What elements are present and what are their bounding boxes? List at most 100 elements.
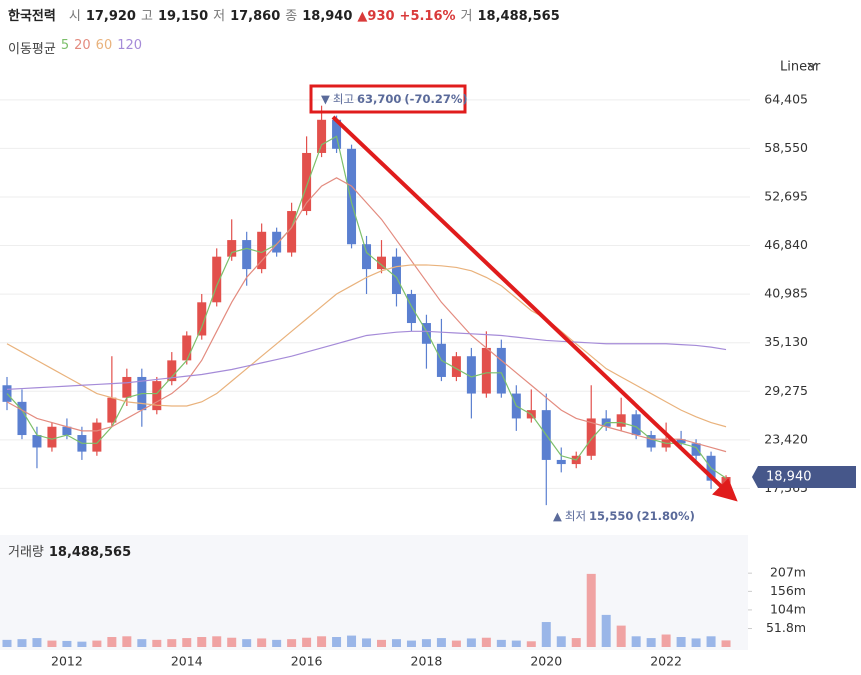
candle-body (676, 439, 686, 444)
trend-arrow (331, 115, 726, 491)
candle-body (107, 397, 117, 423)
candle-body (227, 240, 237, 257)
x-tick-label: 2018 (411, 654, 443, 669)
candle-body (257, 231, 267, 270)
volume-bar (646, 638, 656, 647)
x-tick-label: 2020 (530, 654, 562, 669)
annotation-value: 15,550 (589, 509, 633, 523)
ma-line (6, 177, 727, 453)
candle-body (406, 294, 416, 324)
x-tick-label: 2016 (291, 654, 323, 669)
candle-body (556, 459, 566, 465)
candle-body (391, 256, 401, 294)
volume-bar (212, 636, 222, 647)
close-label: 종 (285, 9, 298, 24)
volume-bar (541, 622, 551, 647)
candle-body (466, 356, 476, 394)
annotation-change: (-70.27%) (404, 92, 467, 106)
candle-body (646, 435, 656, 448)
candle-body (586, 418, 596, 456)
volume-bar (32, 638, 42, 647)
volume-bar (451, 640, 461, 647)
annotation-marker: ▼ (321, 92, 330, 106)
volume-bar (661, 634, 671, 647)
volume-bar (302, 637, 312, 647)
candle-body (362, 244, 372, 270)
candle-body (92, 422, 102, 452)
candle-body (631, 414, 641, 436)
volume-bar (47, 640, 57, 647)
y-tick-label: 46,840 (764, 237, 808, 252)
y-tick-label: 156m (770, 583, 806, 598)
candle-body (481, 347, 491, 394)
volume-bar (272, 639, 282, 647)
volume-bar (586, 573, 596, 647)
candle-body (691, 443, 701, 456)
candle-body (167, 360, 177, 382)
volume-total: 18,488,565 (49, 545, 131, 560)
annotation-label: 최저 (565, 509, 586, 523)
y-tick-label: 64,405 (764, 91, 808, 106)
candle-body (616, 414, 626, 427)
volume-bar (496, 639, 506, 647)
legend-title: 이동평균 (8, 42, 56, 57)
volume-bar (362, 638, 372, 647)
volume-title: 거래량 18,488,565 (8, 545, 131, 560)
change-pct: +5.16% (399, 9, 456, 24)
volume-bar (137, 639, 147, 647)
volume-bar (616, 625, 626, 647)
last-price-label: 18,940 (766, 470, 812, 485)
volume-bar (122, 636, 132, 647)
high-value: 19,150 (157, 9, 209, 24)
change: ▲930 (357, 9, 395, 24)
candle-body (242, 240, 252, 270)
volume-bar (77, 641, 87, 647)
volume-bar (721, 640, 731, 647)
volume-bar (377, 639, 386, 647)
ma-legend: 이동평균 5 20 60 120 (8, 38, 142, 57)
candle-body (496, 347, 506, 394)
candle-body (332, 119, 342, 149)
low-annotation: ▲ 최저 15,550 (21.80%) (553, 509, 695, 523)
volume-bar (691, 638, 701, 647)
volume-bar (152, 639, 162, 647)
volume-bar (556, 636, 566, 647)
candle-body (47, 426, 57, 448)
annotation-value: 63,700 (357, 92, 401, 106)
stock-name: 한국전력 (8, 9, 56, 24)
x-tick-label: 2014 (171, 654, 203, 669)
candle-body (451, 356, 461, 377)
volume-bar (511, 640, 521, 647)
candle-body (287, 211, 297, 253)
x-tick-label: 2022 (650, 654, 682, 669)
low-value: 17,860 (230, 9, 281, 24)
candle-body (317, 119, 327, 153)
menu-chevron[interactable] (807, 62, 817, 69)
x-tick-label: 2012 (51, 654, 83, 669)
candle-body (17, 401, 27, 436)
volume-bar (406, 640, 416, 647)
volume-bar (466, 638, 476, 647)
y-tick-label: 58,550 (764, 140, 808, 155)
volume-bar (421, 639, 431, 647)
open-value: 17,920 (85, 9, 136, 24)
legend-entry: 60 (95, 38, 113, 53)
volume-bar (317, 636, 327, 647)
volume-bar (526, 641, 536, 647)
open-label: 시 (68, 9, 81, 24)
volume-bar (436, 638, 446, 647)
volume-bar (287, 639, 297, 647)
candle-body (152, 381, 162, 411)
quote-header: 한국전력 시 17,920 고 19,150 저 17,860 종 18,940 ▲93… (8, 5, 560, 24)
high-label: 고 (140, 9, 153, 24)
candle-body (377, 256, 386, 270)
volume-bar (257, 638, 267, 647)
scale-menu[interactable]: Linear (780, 60, 821, 75)
volume-bar (571, 638, 581, 647)
candle-body (212, 256, 222, 303)
volume-bar (631, 636, 641, 647)
volume-bar (62, 640, 72, 647)
annotation-label: 최고 (333, 92, 354, 106)
volume-bar (197, 637, 207, 647)
